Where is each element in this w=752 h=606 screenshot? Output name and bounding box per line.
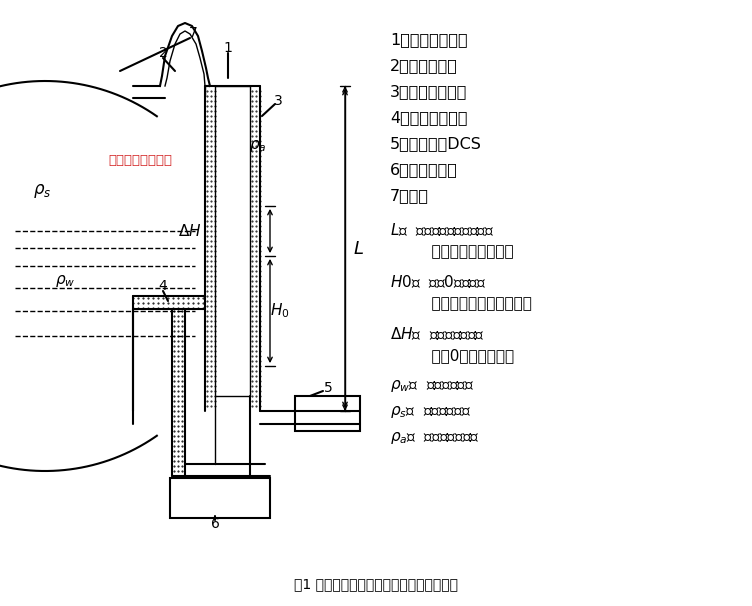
Text: 3: 3 [274,94,282,108]
Text: 5: 5 [323,381,332,395]
Text: $\rho_a$：  参比水柱的密度: $\rho_a$： 参比水柱的密度 [390,430,480,446]
Text: $\rho_s$: $\rho_s$ [33,182,51,200]
Text: 7、汽包: 7、汽包 [390,188,429,204]
Text: 水侧取样管中心线的距离: 水侧取样管中心线的距离 [412,296,532,311]
Text: 2、汽侧取样管: 2、汽侧取样管 [390,59,458,73]
Text: $\Delta H$：  现在水位相对于: $\Delta H$： 现在水位相对于 [390,325,485,342]
Text: 江苏华云流量计厂: 江苏华云流量计厂 [108,155,172,167]
Text: 1: 1 [223,41,232,55]
Text: 4: 4 [159,279,168,293]
Text: $H_0$: $H_0$ [270,302,290,321]
Bar [170,478,270,518]
Text: 7: 7 [189,26,197,40]
Text: 6: 6 [211,517,220,531]
Text: $\rho_a$: $\rho_a$ [249,138,267,154]
Text: 3、正压侧引出管: 3、正压侧引出管 [390,84,468,99]
Text: $\rho_s$：  饱和汽的密度: $\rho_s$： 饱和汽的密度 [390,404,471,420]
Text: 4、负压侧引出管: 4、负压侧引出管 [390,110,468,125]
Text: 取样管中心线的距离: 取样管中心线的距离 [412,244,514,259]
Text: 设计0水位线的差值: 设计0水位线的差值 [412,348,514,364]
Text: 图1 汽包水位单室平衡容器测量系统原理图: 图1 汽包水位单室平衡容器测量系统原理图 [294,577,458,591]
Text: $L$: $L$ [353,239,364,258]
Text: $L$：  汽侧管内下边沿到水侧: $L$： 汽侧管内下边沿到水侧 [390,222,494,238]
Text: 1、单室平衡容器: 1、单室平衡容器 [390,33,468,47]
Text: $\rho_w$：  饱和水的密度: $\rho_w$： 饱和水的密度 [390,378,475,394]
Text: 5、二次表或DCS: 5、二次表或DCS [390,136,482,152]
Text: 6、差压变送器: 6、差压变送器 [390,162,458,178]
Text: $H$0：  设计0水位线到: $H$0： 设计0水位线到 [390,274,487,290]
Text: $\Delta H$: $\Delta H$ [178,223,202,239]
Bar [295,396,360,431]
Text: $\rho_w$: $\rho_w$ [55,273,75,289]
Text: 2: 2 [159,46,168,60]
